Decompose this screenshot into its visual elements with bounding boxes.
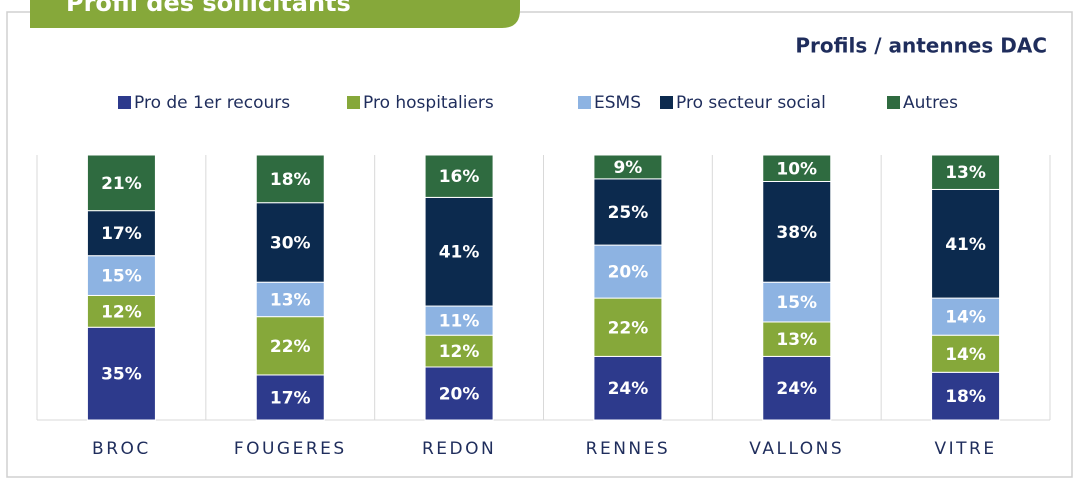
data-label: 12% [101,302,142,322]
data-label: 24% [776,379,817,399]
data-label: 30% [270,233,311,253]
bar-segment [593,244,663,299]
data-label: 16% [439,167,480,187]
bar-segment [593,297,663,357]
bar-segment [424,366,494,421]
data-label: 18% [945,387,986,407]
legend-swatch [347,96,360,109]
bar-segment [593,355,663,421]
bar-segment [762,181,832,283]
data-label: 20% [608,263,649,283]
data-label: 38% [776,223,817,243]
bar-segment [424,305,494,336]
data-label: 21% [101,174,142,194]
tab-title: Profil des sollicitants [66,0,351,17]
bar-segment [593,154,663,180]
data-label: 17% [101,224,142,244]
bar-segment [424,154,494,198]
bar-segment [86,154,156,212]
bar-segment [762,355,832,421]
legend-swatch [578,96,591,109]
legend-label: Pro secteur social [676,93,826,113]
data-label: 14% [945,308,986,328]
data-label: 13% [945,163,986,183]
bar-segment [255,374,325,421]
data-label: 18% [270,170,311,190]
bar-segment [255,281,325,318]
tab [30,0,520,28]
bar-segment [931,371,1001,421]
bar-segment [762,281,832,323]
data-label: 13% [270,290,311,310]
data-label: 35% [101,365,142,385]
data-label: 9% [613,158,642,178]
bar-segment [255,316,325,376]
data-label: 11% [439,312,480,332]
legend-label: ESMS [594,93,641,113]
bar-segment [86,210,156,257]
bar-segment [931,154,1001,190]
data-label: 12% [439,342,480,362]
legend-label: Autres [903,93,958,113]
data-label: 20% [439,385,480,405]
bar-segment [593,178,663,246]
panel-border [6,11,1073,478]
x-tick-label: VITRE [935,439,997,459]
bar-segment [424,196,494,307]
x-tick-label: VALLONS [749,439,844,459]
bar-segment [931,188,1001,299]
data-label: 15% [776,293,817,313]
x-tick-label: BROC [92,439,151,459]
data-label: 17% [270,388,311,408]
data-label: 14% [945,345,986,365]
data-label: 25% [608,203,649,223]
data-label: 13% [776,330,817,350]
data-label: 24% [608,379,649,399]
bar-segment [255,154,325,204]
x-tick-label: REDON [422,439,496,459]
legend-swatch [118,96,131,109]
data-label: 22% [270,337,311,357]
data-label: 10% [776,159,817,179]
legend-swatch [887,96,900,109]
bar-segment [931,334,1001,373]
x-tick-label: FOUGERES [234,439,347,459]
legend-label: Pro de 1er recours [134,93,290,113]
legend-swatch [660,96,673,109]
x-tick-label: RENNES [586,439,671,459]
bar-segment [424,334,494,368]
chart-title: Profils / antennes DAC [795,34,1047,58]
legend-label: Pro hospitaliers [363,93,494,113]
data-label: 22% [608,318,649,338]
data-label: 41% [439,243,480,263]
data-label: 41% [945,235,986,255]
data-label: 15% [101,267,142,287]
bar-segment [86,294,156,328]
bar-segment [86,255,156,296]
bar-segment [255,202,325,283]
bar-segment [762,154,832,182]
